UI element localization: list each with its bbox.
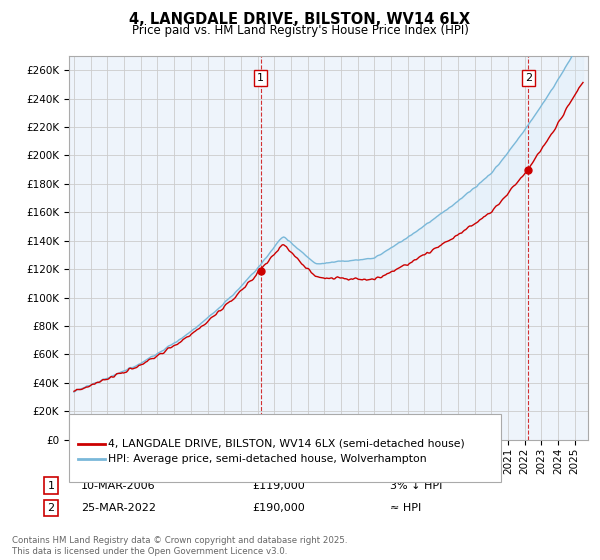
Text: 2: 2 [47, 503, 55, 513]
Text: 4, LANGDALE DRIVE, BILSTON, WV14 6LX (semi-detached house): 4, LANGDALE DRIVE, BILSTON, WV14 6LX (se… [108, 438, 465, 449]
Text: 10-MAR-2006: 10-MAR-2006 [81, 480, 155, 491]
Text: £190,000: £190,000 [252, 503, 305, 513]
Text: 1: 1 [47, 480, 55, 491]
Text: 1: 1 [257, 73, 264, 83]
Text: 4, LANGDALE DRIVE, BILSTON, WV14 6LX: 4, LANGDALE DRIVE, BILSTON, WV14 6LX [130, 12, 470, 27]
Text: £119,000: £119,000 [252, 480, 305, 491]
Text: Price paid vs. HM Land Registry's House Price Index (HPI): Price paid vs. HM Land Registry's House … [131, 24, 469, 36]
Text: 3% ↓ HPI: 3% ↓ HPI [390, 480, 442, 491]
Text: 25-MAR-2022: 25-MAR-2022 [81, 503, 156, 513]
Text: 2: 2 [525, 73, 532, 83]
Text: ≈ HPI: ≈ HPI [390, 503, 421, 513]
Text: Contains HM Land Registry data © Crown copyright and database right 2025.
This d: Contains HM Land Registry data © Crown c… [12, 536, 347, 556]
Text: HPI: Average price, semi-detached house, Wolverhampton: HPI: Average price, semi-detached house,… [108, 454, 427, 464]
